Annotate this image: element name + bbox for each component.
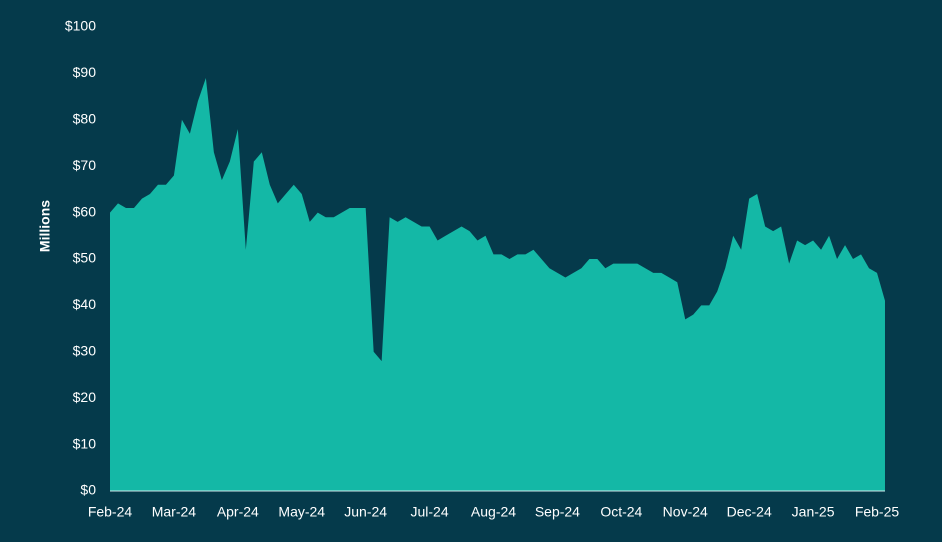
x-tick-label: Oct-24	[600, 504, 642, 520]
x-tick-label: Jan-25	[792, 504, 835, 520]
x-tick-label: Mar-24	[152, 504, 197, 520]
x-tick-label: Jun-24	[344, 504, 387, 520]
x-tick-label: Dec-24	[727, 504, 772, 520]
y-tick-label: $0	[80, 482, 96, 498]
y-tick-label: $10	[73, 435, 97, 451]
y-tick-label: $100	[65, 18, 96, 34]
y-tick-label: $20	[73, 389, 97, 405]
y-tick-label: $50	[73, 250, 97, 266]
x-tick-label: Feb-24	[88, 504, 133, 520]
x-tick-label: Jul-24	[411, 504, 449, 520]
x-tick-label: May-24	[278, 504, 325, 520]
y-tick-label: $60	[73, 203, 97, 219]
x-tick-label: Apr-24	[217, 504, 259, 520]
y-tick-label: $90	[73, 64, 97, 80]
x-tick-label: Feb-25	[855, 504, 900, 520]
x-tick-label: Aug-24	[471, 504, 516, 520]
y-tick-label: $30	[73, 343, 97, 359]
y-tick-label: $40	[73, 296, 97, 312]
y-tick-label: $70	[73, 157, 97, 173]
y-axis-label: Millions	[37, 200, 53, 252]
y-tick-label: $80	[73, 111, 97, 127]
x-tick-label: Sep-24	[535, 504, 580, 520]
area	[110, 78, 885, 491]
x-tick-label: Nov-24	[663, 504, 708, 520]
